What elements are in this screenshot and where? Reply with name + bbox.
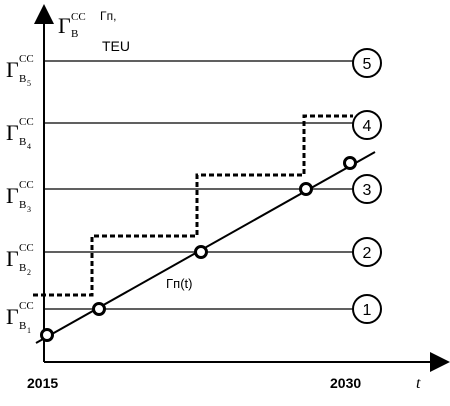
x-end-label: 2030 bbox=[330, 375, 361, 391]
svg-text:3: 3 bbox=[27, 205, 31, 214]
svg-text:Γ: Γ bbox=[6, 183, 19, 208]
demand-point-end bbox=[343, 156, 357, 170]
demand-point-start bbox=[40, 328, 54, 342]
svg-text:В: В bbox=[71, 28, 78, 40]
svg-text:5: 5 bbox=[363, 56, 372, 73]
svg-text:В: В bbox=[19, 199, 26, 211]
svg-text:CC: CC bbox=[19, 53, 34, 65]
demand-point-level-2 bbox=[194, 245, 208, 259]
svg-text:CC: CC bbox=[19, 179, 34, 191]
svg-text:Γ: Γ bbox=[6, 120, 19, 145]
demand-line-label: Γп(t) bbox=[166, 276, 192, 291]
svg-text:CC: CC bbox=[19, 116, 34, 128]
svg-text:В: В bbox=[19, 136, 26, 148]
svg-text:2: 2 bbox=[27, 268, 31, 277]
capacity-step-curve bbox=[33, 114, 353, 297]
level-marker-1: 1 bbox=[352, 294, 382, 324]
level-label-2: Γ CC В 2 bbox=[6, 242, 34, 277]
svg-text:Γ: Γ bbox=[6, 304, 19, 329]
level-marker-2: 2 bbox=[352, 237, 382, 267]
level-marker-4: 4 bbox=[352, 110, 382, 140]
svg-text:4: 4 bbox=[363, 118, 372, 135]
svg-text:TEU: TEU bbox=[102, 38, 130, 54]
level-marker-3: 3 bbox=[352, 174, 382, 204]
svg-text:CC: CC bbox=[19, 242, 34, 254]
svg-text:CC: CC bbox=[71, 11, 86, 23]
svg-text:3: 3 bbox=[363, 182, 372, 199]
x-axis-label: t bbox=[416, 375, 421, 392]
level-label-1: Γ CC В 1 bbox=[6, 300, 34, 335]
svg-text:Γ: Γ bbox=[6, 57, 19, 82]
svg-text:В: В bbox=[19, 262, 26, 274]
level-label-5: Γ CC В 5 bbox=[6, 53, 34, 88]
svg-text:2: 2 bbox=[363, 245, 372, 262]
svg-text:4: 4 bbox=[27, 142, 31, 151]
x-start-label: 2015 bbox=[27, 375, 58, 391]
demand-point-level-3 bbox=[299, 182, 313, 196]
svg-text:CC: CC bbox=[19, 300, 34, 312]
svg-text:Γп,: Γп, bbox=[100, 9, 116, 23]
level-marker-5: 5 bbox=[352, 48, 382, 78]
svg-text:В: В bbox=[19, 73, 26, 85]
svg-text:Γ: Γ bbox=[58, 13, 71, 38]
svg-text:1: 1 bbox=[363, 302, 372, 319]
y-axis-title: Γ В CC Γп, TEU bbox=[58, 9, 130, 54]
svg-text:Γ: Γ bbox=[6, 246, 19, 271]
svg-text:5: 5 bbox=[27, 79, 31, 88]
svg-text:1: 1 bbox=[27, 326, 31, 335]
svg-text:В: В bbox=[19, 320, 26, 332]
level-label-4: Γ CC В 4 bbox=[6, 116, 34, 151]
level-label-3: Γ CC В 3 bbox=[6, 179, 34, 214]
demand-point-level-1 bbox=[92, 302, 106, 316]
